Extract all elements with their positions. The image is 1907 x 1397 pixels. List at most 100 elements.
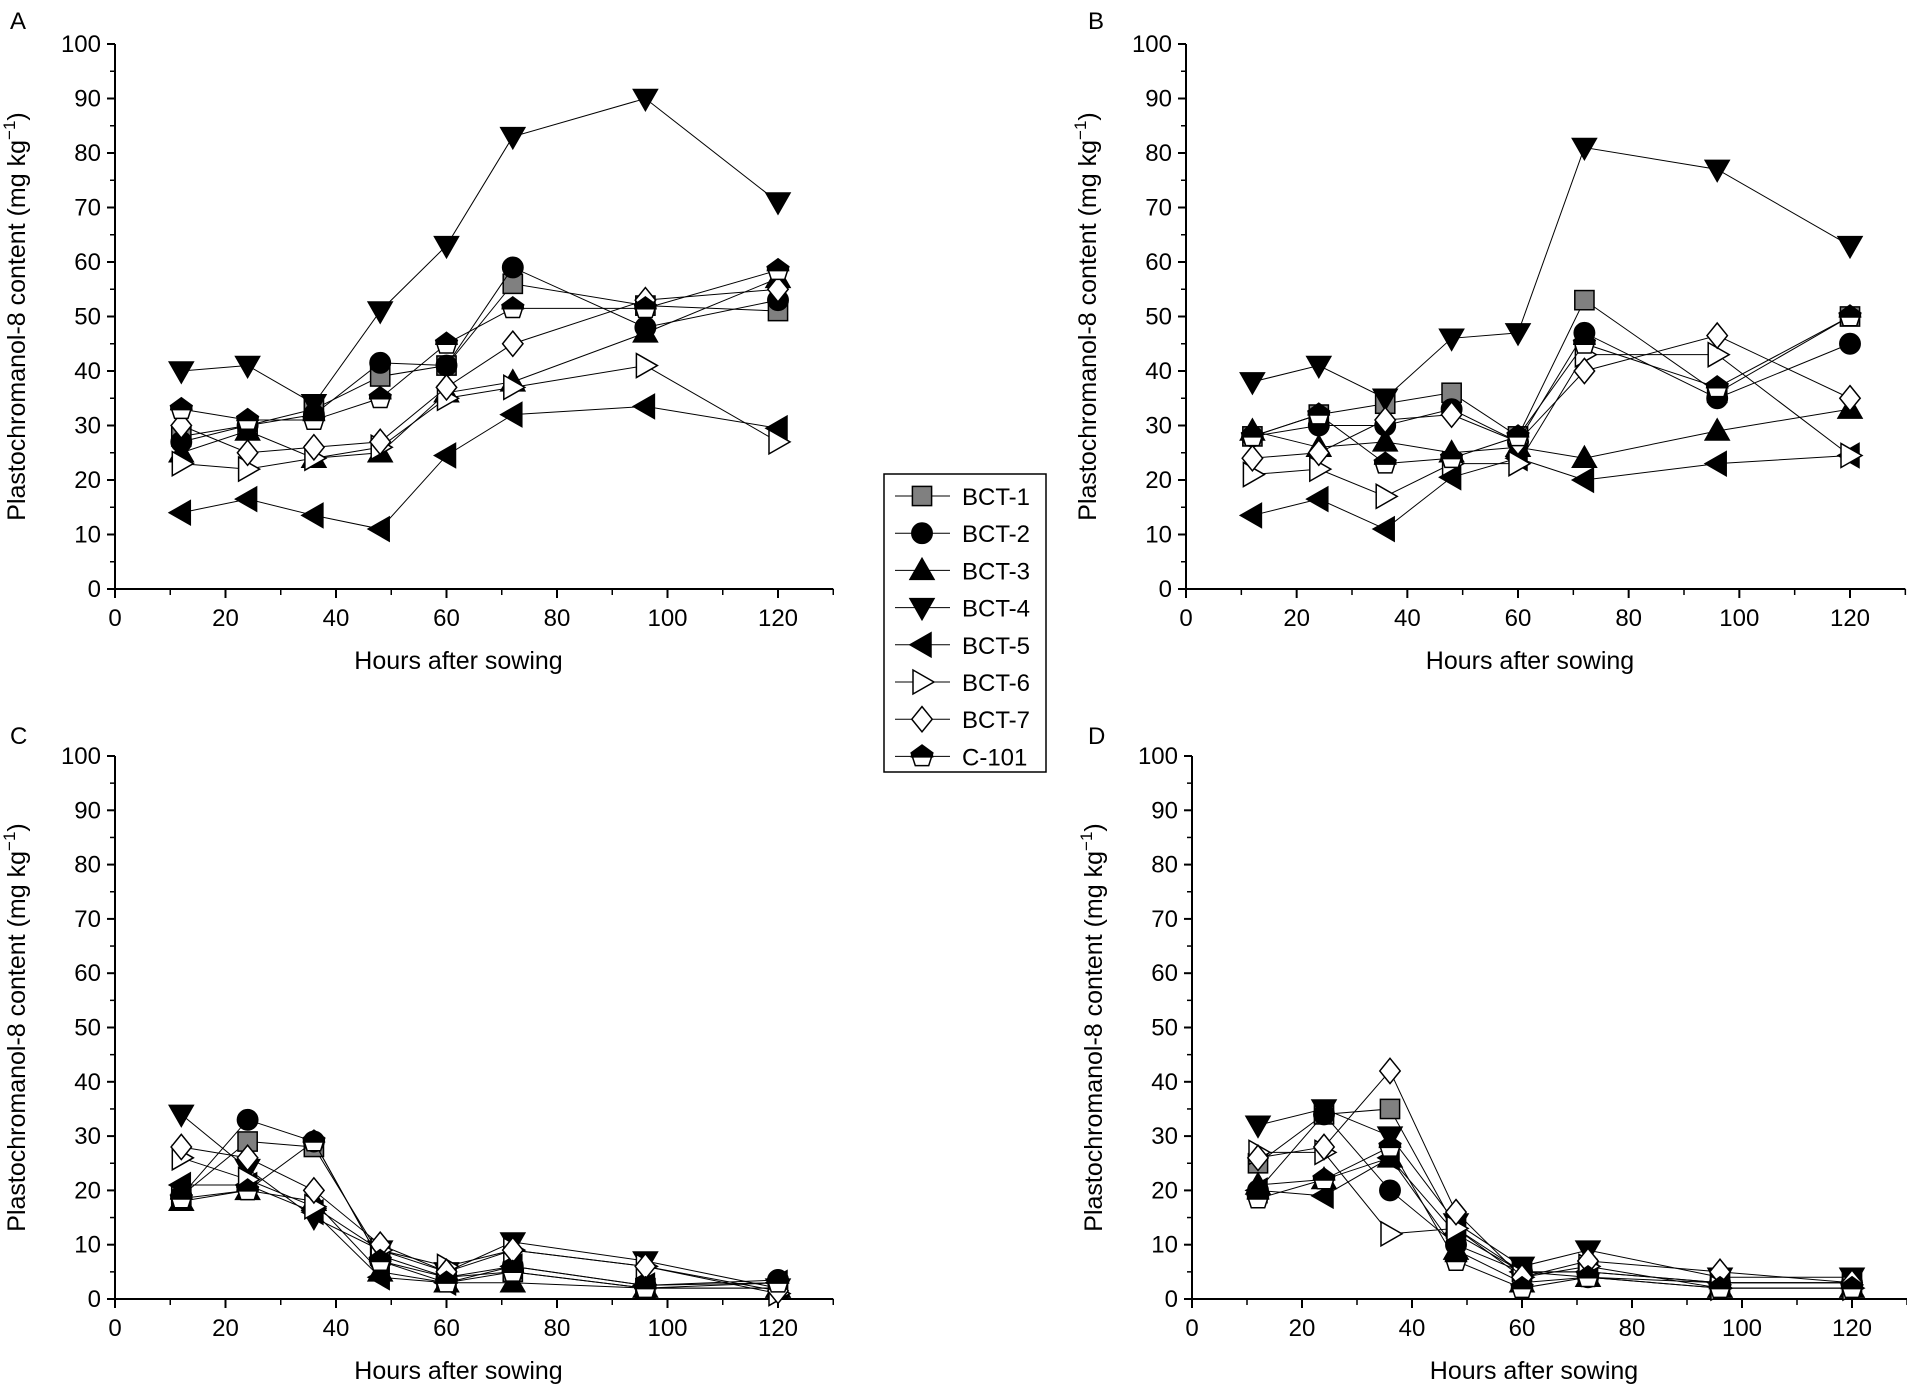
data-point [1371,428,1399,452]
data-point [503,374,527,401]
data-point [366,515,390,543]
data-point [1703,450,1727,477]
legend: BCT-1 BCT-2 BCT-3 BCT-4 BCT-5 BCT-6 BCT-7 C-101 [883,473,1047,773]
y-tick-label: 20 [74,1177,101,1204]
series-line [1252,354,1851,497]
x-tick-label: 20 [1289,1315,1316,1342]
triangle-up-marker-icon [908,556,936,581]
data-point [632,88,659,113]
data-point [236,438,259,467]
data-point [766,275,790,304]
data-point [1707,341,1731,368]
data-point [1379,1179,1401,1202]
data-point [1246,1186,1270,1209]
data-point [170,411,193,440]
x-axis-label: Hours after sowing [354,1357,562,1385]
series-line [180,1113,779,1289]
x-tick-label: 60 [433,605,460,632]
data-point [1371,515,1395,543]
data-point [1380,1220,1404,1248]
data-point [1379,1098,1401,1120]
series-bct-2 [1241,321,1861,453]
series-bct-5 [1238,442,1860,543]
series-bct-5 [167,393,788,543]
panel-label: D [1088,723,1105,750]
data-point [1240,424,1265,447]
data-point [1310,1099,1338,1123]
y-tick-label: 80 [1151,852,1178,879]
data-point [1838,304,1862,327]
y-tick-label: 100 [1132,31,1172,58]
y-tick-label: 0 [1165,1286,1178,1313]
y-tick-label: 50 [74,304,101,331]
data-point [1312,1133,1336,1161]
series-line [181,1146,779,1292]
data-point [167,499,192,526]
panel-label: B [1088,8,1104,35]
data-point [433,235,460,260]
y-tick-label: 80 [74,140,101,167]
series-bct-4 [1244,1099,1866,1291]
data-point [168,1104,195,1128]
data-point [1708,1275,1732,1299]
x-tick-label: 80 [544,605,571,632]
legend-box [883,473,1047,773]
data-point [302,1176,326,1205]
series-bct-5 [167,1171,788,1299]
data-point [1508,450,1532,477]
series-line [180,1141,778,1289]
data-point [366,1263,390,1291]
x-tick-label: 120 [1832,1315,1872,1342]
data-point [1510,1275,1534,1299]
series-bct-7 [170,1133,790,1305]
data-point [1838,384,1862,413]
x-tick-label: 40 [323,1315,350,1342]
y-tick-label: 20 [74,467,101,494]
y-tick-label: 10 [1151,1232,1178,1259]
series-line [181,269,779,421]
series-bct-1 [170,1131,789,1299]
y-tick-label: 40 [1145,358,1172,385]
triangle-left-marker-icon [908,631,932,659]
series-line [181,1189,778,1289]
data-point [369,428,392,456]
x-tick-label: 120 [758,1315,798,1342]
data-point [234,485,258,513]
data-point [368,385,392,409]
y-tick-label: 90 [1151,797,1178,824]
x-tick-label: 0 [108,605,121,632]
triangle-down-marker-icon [908,597,936,622]
data-point [235,407,260,431]
data-point [501,256,524,279]
y-axis-label: Plastochromanol-8 content (mg kg−1) [1071,112,1102,520]
data-point [1705,375,1729,398]
series-line [1252,299,1851,438]
data-point [434,1270,459,1293]
panel-a: A 0 10 20 30 40 50 60 70 80 90 100 0 20 40 60 80 100 120 Ho… [0,8,834,675]
data-point [235,1178,260,1201]
x-tick-label: 120 [758,605,798,632]
data-point [170,1133,193,1161]
y-tick-label: 10 [74,522,101,549]
data-point [169,1186,194,1209]
series-line [181,1184,779,1286]
data-point [1703,159,1731,183]
data-point [501,329,524,358]
series-bct-2 [1247,1103,1863,1294]
data-point [633,295,658,319]
series-bct-3 [168,1176,792,1298]
legend-item-bct-4: BCT-4 [895,596,1030,623]
data-point [168,361,195,385]
data-point [1241,444,1264,472]
series-bct-7 [1241,321,1862,472]
x-tick-label: 120 [1830,605,1870,632]
circle-marker-icon [911,522,933,545]
data-point [302,407,326,431]
data-point [635,352,659,379]
series-line [1257,1070,1853,1284]
data-point [499,401,523,428]
data-point [234,355,261,380]
series-line [181,97,779,405]
x-tick-label: 40 [1399,1315,1426,1342]
y-tick-label: 0 [88,1286,101,1313]
